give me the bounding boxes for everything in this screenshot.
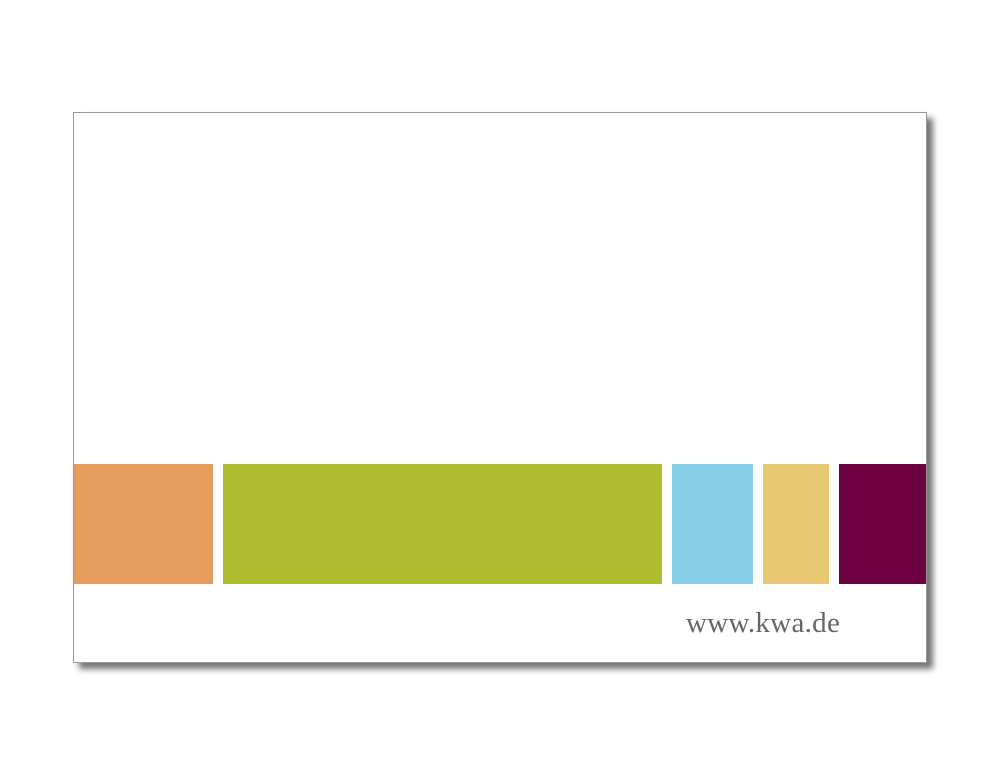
orange-block <box>74 464 213 584</box>
yellow-block <box>763 464 829 584</box>
url-text: www.kwa.de <box>686 607 841 639</box>
blue-block <box>672 464 753 584</box>
green-block <box>223 464 662 584</box>
purple-block <box>839 464 926 584</box>
card: www.kwa.de <box>73 112 927 663</box>
